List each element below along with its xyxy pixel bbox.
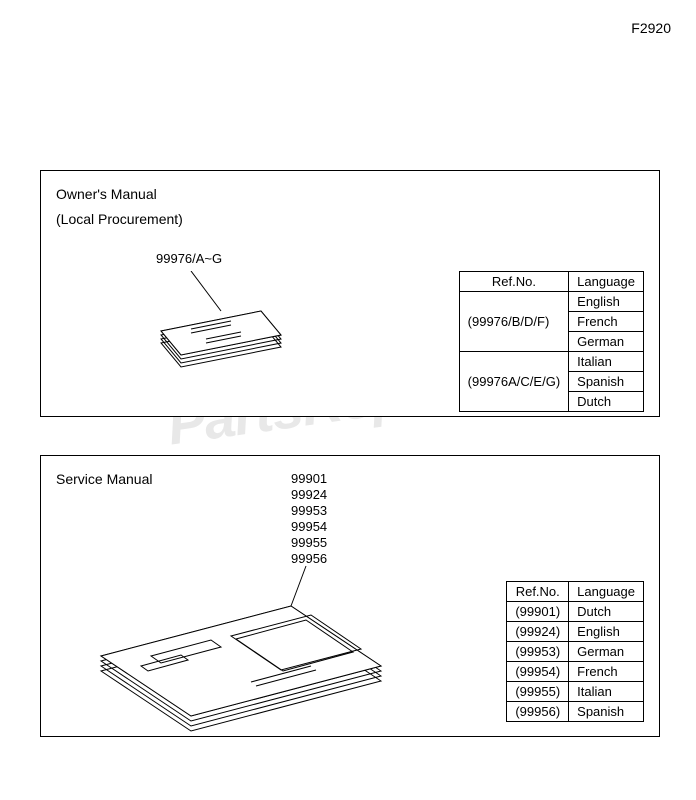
table-cell: (99956): [507, 702, 569, 722]
table-cell: (99901): [507, 602, 569, 622]
table-cell: French: [569, 312, 644, 332]
panel2-title: Service Manual: [56, 471, 153, 487]
table-cell: (99955): [507, 682, 569, 702]
owners-manual-book-icon: [141, 271, 301, 381]
table-cell: Dutch: [569, 392, 644, 412]
table-cell: English: [569, 292, 644, 312]
table-cell: German: [569, 642, 644, 662]
table-cell: Italian: [569, 352, 644, 372]
panel1-title: Owner's Manual: [56, 186, 157, 202]
table-cell: (99954): [507, 662, 569, 682]
ref-number: 99924: [291, 487, 327, 503]
table-cell: Dutch: [569, 602, 644, 622]
table-cell: Italian: [569, 682, 644, 702]
ref-number: 99954: [291, 519, 327, 535]
table-header: Language: [569, 582, 644, 602]
table-cell: (99976A/C/E/G): [459, 352, 569, 412]
service-manual-book-icon: [81, 546, 401, 746]
ref-number: 99953: [291, 503, 327, 519]
table-cell: (99976/B/D/F): [459, 292, 569, 352]
panel1-ref-label: 99976/A~G: [156, 251, 222, 266]
table-cell: German: [569, 332, 644, 352]
table-header: Ref.No.: [507, 582, 569, 602]
table-header: Ref.No.: [459, 272, 569, 292]
service-manual-panel: Service Manual 99901 99924 99953 99954 9…: [40, 455, 660, 737]
owners-manual-panel: Owner's Manual (Local Procurement) 99976…: [40, 170, 660, 417]
ref-number: 99901: [291, 471, 327, 487]
table-cell: French: [569, 662, 644, 682]
table-cell: (99924): [507, 622, 569, 642]
panel1-table: Ref.No. Language (99976/B/D/F) English F…: [459, 271, 644, 412]
table-cell: Spanish: [569, 702, 644, 722]
page-code: F2920: [631, 20, 671, 36]
table-cell: English: [569, 622, 644, 642]
table-cell: (99953): [507, 642, 569, 662]
panel1-subtitle: (Local Procurement): [56, 211, 183, 227]
table-cell: Spanish: [569, 372, 644, 392]
table-header: Language: [569, 272, 644, 292]
panel2-table: Ref.No. Language (99901)Dutch (99924)Eng…: [506, 581, 644, 722]
